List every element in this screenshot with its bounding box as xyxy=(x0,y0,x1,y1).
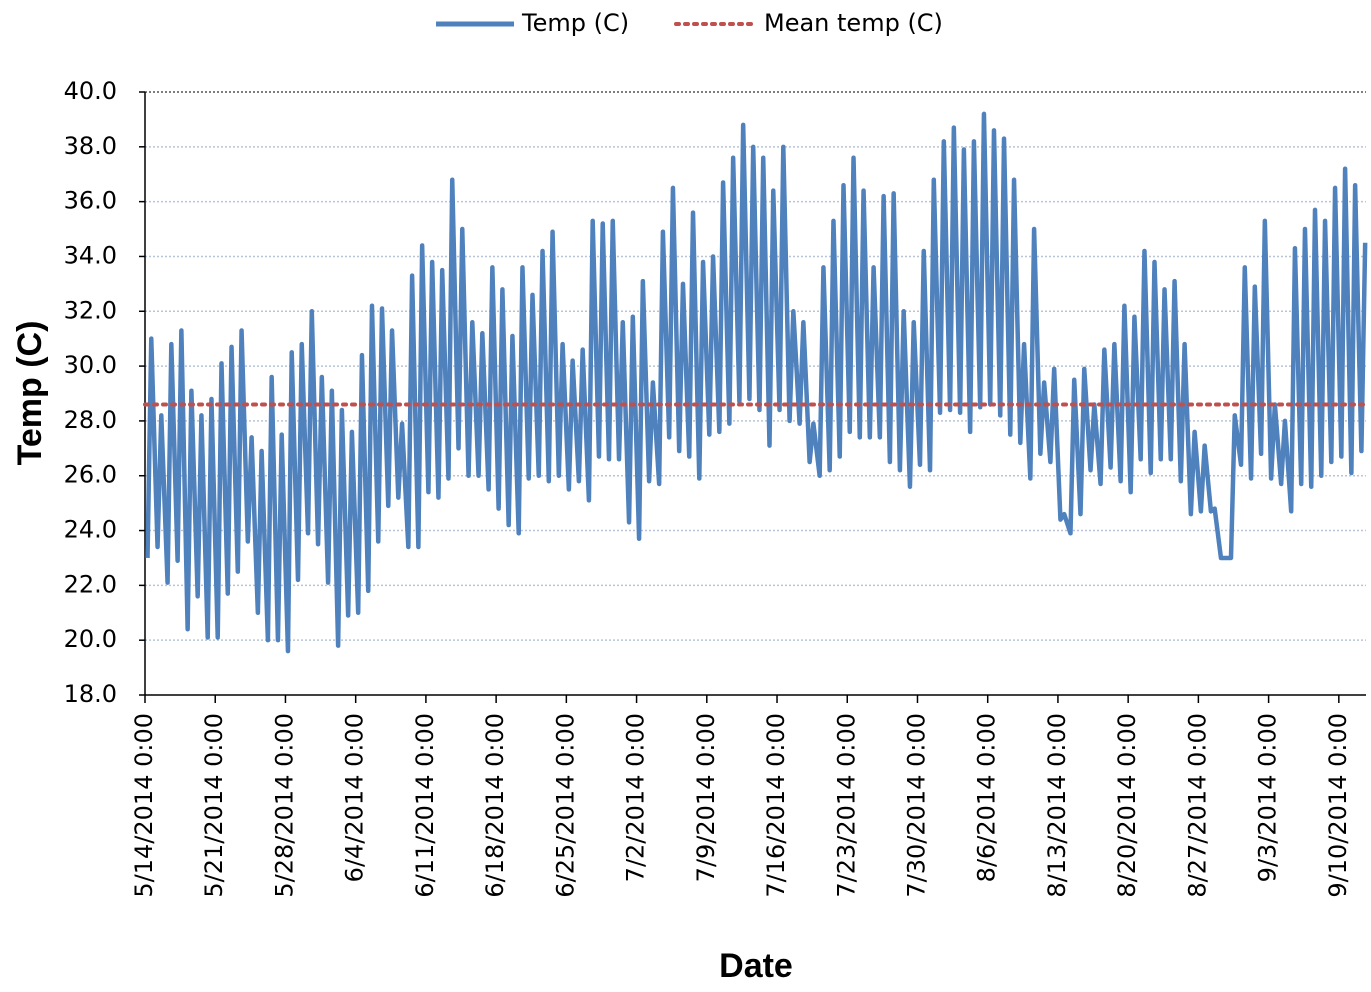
x-tick-label: 9/3/2014 0:00 xyxy=(1254,713,1282,882)
x-tick-label: 7/30/2014 0:00 xyxy=(902,713,930,898)
x-axis-title: Date xyxy=(719,947,793,985)
x-tick-label: 6/4/2014 0:00 xyxy=(341,713,369,882)
y-tick-label: 28.0 xyxy=(64,406,117,434)
x-tick-label: 5/21/2014 0:00 xyxy=(200,713,228,898)
x-tick-label: 8/20/2014 0:00 xyxy=(1113,713,1141,898)
x-tick-label: 6/18/2014 0:00 xyxy=(481,713,509,898)
y-tick-label: 24.0 xyxy=(64,516,117,544)
y-tick-label: 18.0 xyxy=(64,680,117,708)
y-axis-title: Temp (C) xyxy=(11,321,49,466)
x-tick-label: 8/6/2014 0:00 xyxy=(973,713,1001,882)
legend-label: Mean temp (C) xyxy=(764,9,943,37)
y-tick-label: 32.0 xyxy=(64,296,117,324)
x-tick-label: 8/13/2014 0:00 xyxy=(1043,713,1071,898)
x-tick-label: 7/9/2014 0:00 xyxy=(692,713,720,882)
x-tick-label: 6/11/2014 0:00 xyxy=(411,713,439,898)
x-tick-label: 7/2/2014 0:00 xyxy=(622,713,650,882)
y-tick-label: 20.0 xyxy=(64,625,117,653)
y-tick-label: 22.0 xyxy=(64,570,117,598)
x-tick-label: 6/25/2014 0:00 xyxy=(551,713,579,898)
y-tick-label: 38.0 xyxy=(64,132,117,160)
x-tick-label: 8/27/2014 0:00 xyxy=(1183,713,1211,898)
y-tick-label: 30.0 xyxy=(64,351,117,379)
x-tick-label: 5/14/2014 0:00 xyxy=(130,713,158,898)
legend-label: Temp (C) xyxy=(521,9,629,37)
y-tick-label: 26.0 xyxy=(64,461,117,489)
y-tick-label: 40.0 xyxy=(64,77,117,105)
y-tick-label: 36.0 xyxy=(64,187,117,215)
series-line xyxy=(145,111,1368,654)
x-tick-label: 7/23/2014 0:00 xyxy=(832,713,860,898)
x-tick-label: 5/28/2014 0:00 xyxy=(270,713,298,898)
y-tick-label: 34.0 xyxy=(64,241,117,269)
x-tick-label: 9/10/2014 0:00 xyxy=(1324,713,1352,898)
x-tick-label: 7/16/2014 0:00 xyxy=(762,713,790,898)
